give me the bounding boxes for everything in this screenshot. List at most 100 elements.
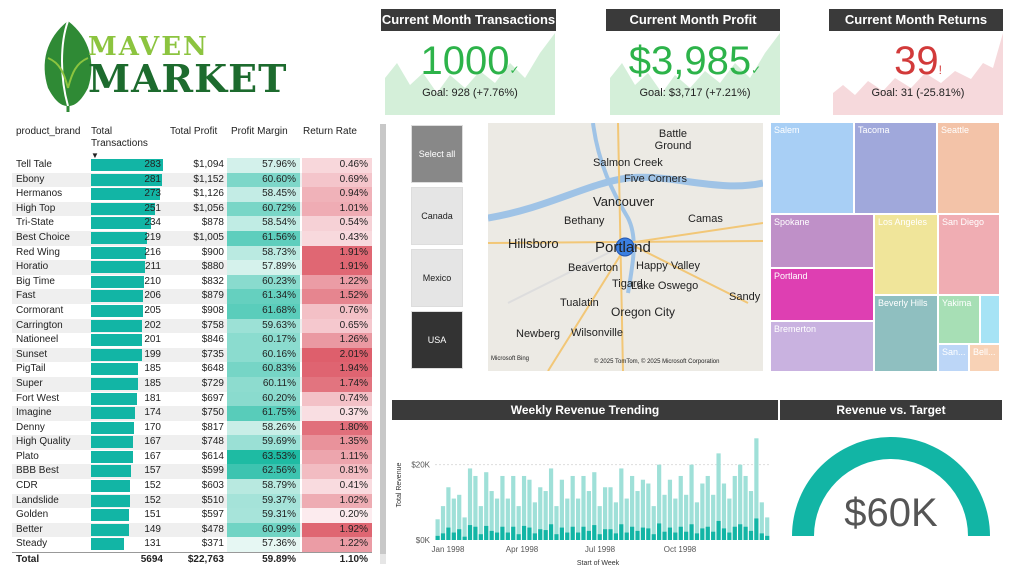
table-row[interactable]: Golden 151 $597 59.31% 0.20%	[12, 508, 372, 523]
table-row[interactable]: Denny 170 $817 58.26% 1.80%	[12, 420, 372, 436]
brand-name: BBB Best	[16, 465, 59, 477]
treemap-tile[interactable]: Spokane	[770, 214, 874, 268]
transactions-value: 234	[144, 217, 161, 229]
table-row[interactable]: Super 185 $729 60.11% 1.74%	[12, 376, 372, 392]
transactions-bar	[91, 436, 133, 449]
table-row[interactable]: Steady 131 $371 57.36% 1.22%	[12, 537, 372, 553]
target-bar	[727, 532, 732, 540]
maven-market-logo: MAVEN MARKET	[38, 18, 298, 113]
target-bar	[592, 525, 597, 540]
header-profit-margin[interactable]: Profit Margin	[231, 126, 288, 137]
table-row[interactable]: Plato 167 $614 63.53% 1.11%	[12, 449, 372, 465]
table-row[interactable]: Best Choice 219 $1,005 61.56% 0.43%	[12, 230, 372, 246]
treemap-tile[interactable]: Beverly Hills	[874, 295, 938, 372]
table-row[interactable]: Imagine 174 $750 61.75% 0.37%	[12, 406, 372, 421]
treemap-tile[interactable]: San...	[938, 344, 969, 372]
store-map[interactable]: Battle Ground Salmon Creek Five Corners Van…	[488, 123, 763, 371]
revenue-bar	[440, 506, 446, 540]
revenue-bar	[765, 517, 770, 540]
table-row[interactable]: Sunset 199 $735 60.16% 2.01%	[12, 347, 372, 363]
kpi-value: 1000✓	[385, 39, 555, 84]
treemap-tile[interactable]: Bremerton	[770, 321, 874, 372]
target-bar	[548, 524, 554, 540]
slicer-item-select-all[interactable]: Select all	[411, 125, 463, 183]
return-rate-cell: 2.01%	[302, 347, 372, 363]
target-bar	[559, 527, 564, 540]
header-return-rate[interactable]: Return Rate	[303, 126, 357, 137]
return-rate-cell: 0.54%	[302, 216, 372, 231]
table-row[interactable]: Hermanos 273 $1,126 58.45% 0.94%	[12, 187, 372, 202]
table-row[interactable]: High Top 251 $1,056 60.72% 1.01%	[12, 201, 372, 217]
table-row[interactable]: BBB Best 157 $599 62.56% 0.81%	[12, 464, 372, 480]
transactions-bar	[91, 319, 142, 332]
target-bar	[586, 530, 591, 540]
treemap-tile[interactable]: Portland	[770, 268, 874, 321]
treemap-tile[interactable]: Tacoma	[854, 122, 937, 214]
table-row[interactable]: Fast 206 $879 61.34% 1.52%	[12, 289, 372, 304]
table-row[interactable]: Carrington 202 $758 59.63% 0.65%	[12, 318, 372, 334]
revenue-bar	[754, 438, 759, 540]
transactions-bar	[91, 188, 160, 201]
transactions-cell: 281	[91, 173, 163, 188]
table-row[interactable]: Ebony 281 $1,152 60.60% 0.69%	[12, 172, 372, 188]
table-row[interactable]: High Quality 167 $748 59.69% 1.35%	[12, 435, 372, 450]
return-rate-cell: 0.76%	[302, 303, 372, 319]
transactions-cell: 199	[91, 348, 163, 363]
target-bar	[705, 526, 710, 540]
transactions-bar	[91, 450, 133, 463]
treemap-tile[interactable]: Yakima	[938, 295, 980, 344]
transactions-cell: 167	[91, 435, 163, 450]
profit-cell: $478	[201, 523, 224, 535]
transactions-bar	[91, 363, 138, 376]
table-row[interactable]: Landslide 152 $510 59.37% 1.02%	[12, 493, 372, 509]
treemap-tile[interactable]: San Diego	[938, 214, 1000, 295]
margin-cell: 59.37%	[227, 493, 300, 509]
brand-name: Red Wing	[16, 246, 60, 258]
transactions-bar	[91, 509, 129, 522]
table-row[interactable]: Fort West 181 $697 60.20% 0.74%	[12, 391, 372, 407]
table-row[interactable]: Tri-State 234 $878 58.54% 0.54%	[12, 216, 372, 231]
return-rate-cell: 0.74%	[302, 391, 372, 407]
table-row[interactable]: Horatio 211 $880 57.89% 1.91%	[12, 260, 372, 275]
slicer-item-mexico[interactable]: Mexico	[411, 249, 463, 307]
table-row[interactable]: Tell Tale 283 $1,094 57.96% 0.46%	[12, 158, 372, 173]
map-copyright: © 2025 TomTom, © 2025 Microsoft Corporat…	[594, 359, 720, 365]
return-rate-cell: 1.91%	[302, 260, 372, 275]
margin-cell: 60.11%	[227, 376, 300, 392]
transactions-value: 283	[144, 159, 161, 170]
treemap-tile[interactable]	[980, 295, 1000, 344]
header-total-transactions[interactable]: Total Transactions ▼	[91, 126, 148, 160]
table-row[interactable]: CDR 152 $603 58.79% 0.41%	[12, 479, 372, 494]
return-rate-cell: 1.91%	[302, 245, 372, 261]
profit-cell: $735	[201, 348, 224, 360]
treemap-tile[interactable]: Seattle	[937, 122, 1000, 214]
transactions-bar	[91, 173, 162, 186]
treemap-tile[interactable]: Los Angeles	[874, 214, 938, 295]
header-product-brand[interactable]: product_brand	[16, 126, 81, 137]
header-total-profit[interactable]: Total Profit	[170, 126, 218, 137]
treemap-tile[interactable]: Salem	[770, 122, 854, 214]
table-row[interactable]: PigTail 185 $648 60.83% 1.94%	[12, 362, 372, 377]
brand-name: Cormorant	[16, 304, 64, 316]
table-row[interactable]: Red Wing 216 $900 58.73% 1.91%	[12, 245, 372, 261]
total-transactions: 5694	[140, 554, 163, 566]
table-row[interactable]: Better 149 $478 60.99% 1.92%	[12, 522, 372, 538]
return-rate-cell: 0.65%	[302, 318, 372, 334]
table-row[interactable]: Cormorant 205 $908 61.68% 0.76%	[12, 303, 372, 319]
transactions-bar	[91, 392, 137, 405]
slicer-item-usa[interactable]: USA	[411, 311, 463, 369]
transactions-cell: 149	[91, 523, 163, 538]
city-treemap: Salem Tacoma Seattle Spokane Los Angeles San …	[770, 122, 1000, 372]
table-row[interactable]: Nationeel 201 $846 60.17% 1.26%	[12, 333, 372, 348]
target-bar	[521, 525, 527, 540]
return-rate-cell: 1.22%	[302, 537, 372, 553]
slicer-item-canada[interactable]: Canada	[411, 187, 463, 245]
table-scrollbar-thumb[interactable]	[380, 124, 386, 554]
profit-cell: $371	[201, 538, 224, 550]
transactions-bar	[91, 217, 151, 230]
transactions-value: 251	[144, 202, 161, 214]
map-label: Hillsboro	[508, 236, 559, 251]
table-row[interactable]: Big Time 210 $832 60.23% 1.22%	[12, 274, 372, 290]
map-label: Beaverton	[568, 262, 619, 274]
treemap-tile[interactable]: Bell...	[969, 344, 1000, 372]
